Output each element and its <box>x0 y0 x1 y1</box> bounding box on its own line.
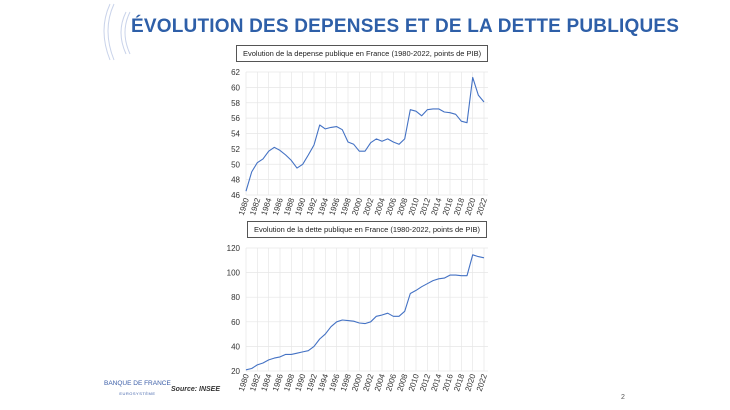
logo-text: BANQUE DE FRANCE <box>104 380 171 387</box>
y-tick-label: 46 <box>231 191 240 200</box>
y-tick-label: 48 <box>231 176 240 185</box>
y-tick-label: 60 <box>231 318 240 327</box>
y-tick-label: 100 <box>227 269 241 278</box>
slide-title: ÉVOLUTION DES DEPENSES ET DE LA DETTE PU… <box>131 16 680 37</box>
series-line <box>245 254 485 371</box>
banque-de-france-logo: BANQUE DE FRANCE EUROSYSTÈME <box>104 380 171 396</box>
y-tick-label: 58 <box>231 99 240 108</box>
series-line <box>245 76 485 192</box>
logo-subtext: EUROSYSTÈME <box>119 391 156 396</box>
source-note: Source: INSEE <box>171 386 221 393</box>
chart-title-spending: Evolution de la depense publique en Fran… <box>236 45 489 62</box>
y-tick-label: 56 <box>231 114 240 123</box>
y-tick-label: 40 <box>231 342 240 351</box>
y-tick-label: 20 <box>231 367 240 376</box>
chart-title-debt: Evolution de la dette publique en France… <box>247 221 487 238</box>
page-number: 2 <box>621 394 625 401</box>
x-tick-label: 2022 <box>475 372 489 392</box>
y-tick-label: 80 <box>231 293 240 302</box>
decorative-arcs <box>103 3 131 61</box>
y-tick-label: 52 <box>231 145 240 154</box>
y-tick-label: 60 <box>231 83 240 92</box>
y-tick-label: 62 <box>231 68 240 77</box>
y-tick-label: 54 <box>231 130 240 139</box>
y-tick-label: 50 <box>231 160 240 169</box>
y-tick-label: 120 <box>227 244 241 253</box>
